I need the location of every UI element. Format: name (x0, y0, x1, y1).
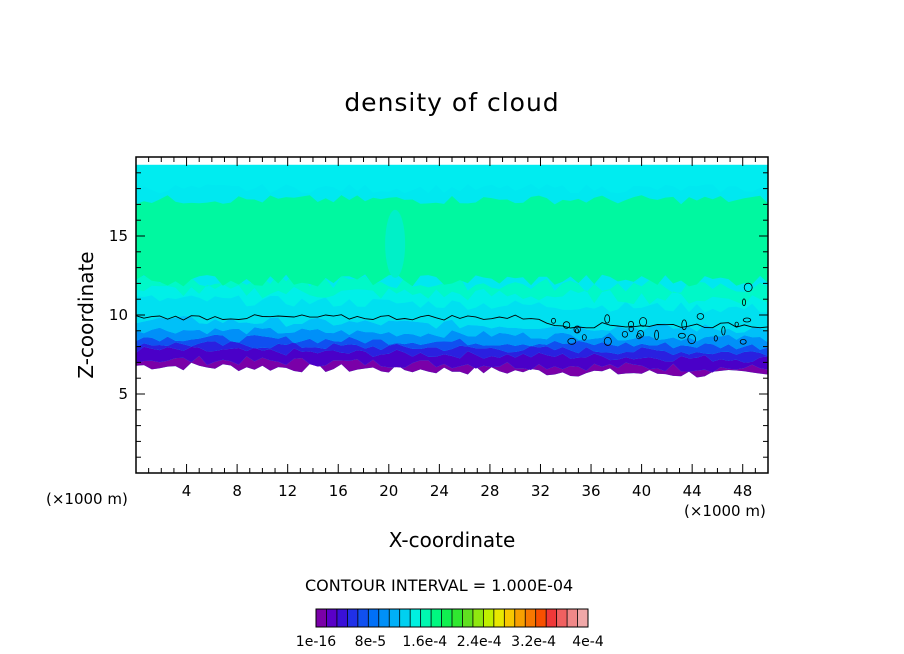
y-tick-label: 10 (109, 306, 128, 324)
colorbar-swatch (389, 609, 400, 627)
contour-loop (628, 320, 635, 328)
colorbar-swatch (410, 609, 421, 627)
x-tick-label: 32 (531, 482, 550, 500)
colorbar-swatch (577, 609, 589, 627)
colorbar-swatch (357, 609, 369, 627)
colorbar-swatch (514, 609, 526, 627)
x-tick-label: 24 (430, 482, 449, 500)
contour-loop (687, 334, 696, 345)
density-band-max (136, 195, 768, 287)
contour-loop (603, 336, 612, 346)
x-tick-label: 20 (379, 482, 398, 500)
contour-loop (621, 330, 629, 338)
colorbar-swatch (431, 609, 442, 627)
colorbar-swatch (483, 609, 495, 627)
x-tick-label: 40 (632, 482, 651, 500)
colorbar-frame (315, 608, 589, 628)
contour-loop (739, 338, 747, 345)
density-band-2 (136, 341, 768, 363)
contour-lines (135, 282, 769, 346)
x-unit-label-left: (×1000 m) (46, 490, 128, 508)
density-band-1 (136, 346, 768, 373)
colorbar-label: 4e-4 (572, 634, 604, 650)
colorbar-swatch (452, 609, 463, 627)
x-tick-label: 4 (182, 482, 192, 500)
colorbar-swatch (535, 609, 547, 627)
colorbar-swatch (441, 609, 453, 627)
colorbar-swatch (368, 609, 380, 627)
contour-interval-label: CONTOUR INTERVAL = 1.000E-04 (305, 576, 574, 595)
y-tick-label: 15 (109, 227, 128, 245)
density-band-7 (136, 284, 768, 313)
colorbar-label: 1e-16 (296, 634, 336, 650)
x-tick-label: 16 (329, 482, 348, 500)
density-band-4 (136, 327, 768, 350)
y-axis-label: Z-coordinate (74, 251, 98, 379)
colorbar-label: 2.4e-4 (457, 634, 502, 650)
colorbar-swatch (556, 609, 568, 627)
contour-loop (742, 298, 747, 307)
colorbar-swatch (546, 609, 557, 627)
contour-loop (573, 325, 581, 334)
contour-loop (581, 334, 587, 341)
contour-loop (628, 325, 634, 333)
x-tick-label: 12 (278, 482, 297, 500)
colorbar-swatch (326, 609, 338, 627)
contour-loop (721, 326, 726, 336)
colorbar-swatch (493, 609, 505, 627)
chart-title: density of cloud (344, 88, 560, 117)
y-tick-label: 5 (118, 385, 128, 403)
colorbar-swatch (316, 609, 327, 627)
density-band-top (136, 164, 768, 194)
colorbar-swatch (420, 609, 432, 627)
colorbar-swatch (399, 609, 411, 627)
contour-loop (654, 329, 659, 341)
colorbar: 1e-16 8e-5 1.6e-4 2.4e-4 3.2e-4 4e-4 (296, 608, 604, 650)
density-band-5 (136, 316, 768, 343)
colorbar-swatch (472, 609, 484, 627)
contour-loop (604, 314, 611, 324)
contour-loop (562, 321, 571, 329)
colorbar-label: 3.2e-4 (511, 634, 556, 650)
colorbar-swatch (567, 609, 578, 627)
colorbar-swatch (378, 609, 390, 627)
colorbar-swatch (336, 609, 348, 627)
density-band-6 (136, 295, 768, 333)
contour-loop (696, 313, 705, 320)
contour-loop (713, 335, 718, 342)
contour-loop (636, 333, 642, 340)
density-band-3 (136, 334, 768, 357)
density-gap (385, 209, 406, 278)
density-field (136, 164, 768, 378)
contour-loop (551, 317, 556, 324)
contour-line (135, 314, 769, 329)
x-tick-label: 8 (232, 482, 242, 500)
colorbar-swatch (525, 609, 536, 627)
contour-loop (639, 317, 648, 327)
contour-loop (678, 332, 686, 339)
y-axis-ticks: 5 10 15 (109, 172, 768, 458)
x-tick-label: 44 (683, 482, 702, 500)
contour-loop (742, 317, 752, 323)
colorbar-swatch (462, 609, 474, 627)
contour-loop (734, 321, 739, 327)
x-tick-label: 36 (581, 482, 600, 500)
x-tick-label: 48 (733, 482, 752, 500)
colorbar-swatch (504, 609, 516, 627)
x-unit-label-right: (×1000 m) (684, 502, 766, 520)
colorbar-label: 1.6e-4 (402, 634, 447, 650)
colorbar-swatch (347, 609, 359, 627)
colorbar-label: 8e-5 (355, 634, 386, 650)
x-axis-label: X-coordinate (0, 528, 904, 552)
contour-loop (567, 337, 577, 345)
contour-loop (681, 319, 687, 331)
x-tick-label: 28 (480, 482, 499, 500)
density-band-0 (136, 355, 768, 378)
x-axis-ticks: 4 8 12 16 20 24 28 32 36 40 44 48 (148, 157, 756, 500)
contour-loop (743, 282, 753, 292)
x-axis-label-text: X-coordinate (388, 528, 516, 552)
